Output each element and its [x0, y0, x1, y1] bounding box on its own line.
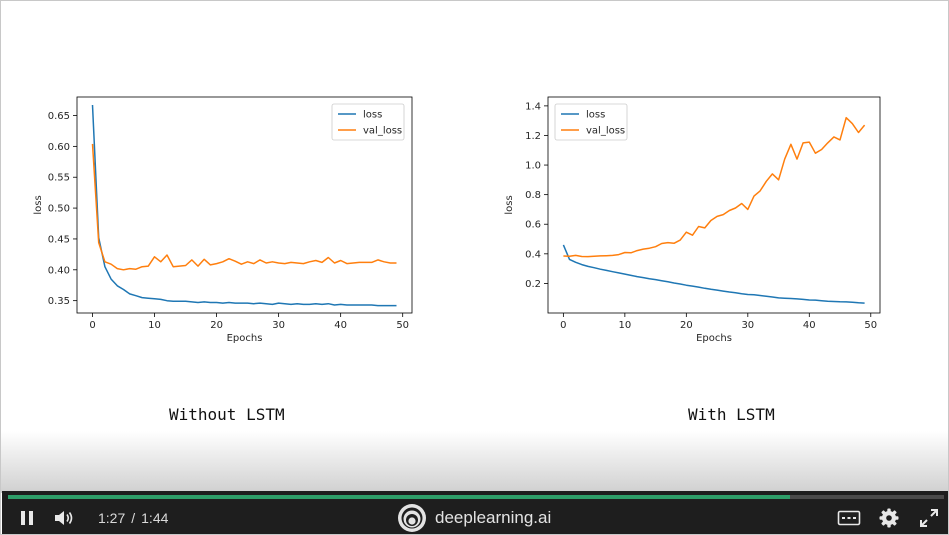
- chart1-legend-label-loss: loss: [363, 110, 382, 121]
- gear-icon: [879, 508, 899, 528]
- deeplearning-logo-icon: [398, 504, 426, 532]
- caption-with-lstm: With LSTM: [688, 405, 775, 424]
- chart2-xtick-label: 10: [618, 320, 631, 331]
- progress-bar[interactable]: [8, 495, 944, 499]
- fullscreen-icon: [920, 509, 938, 527]
- lecture-slide: 0.35 0.40 0.45 0.50 0.55 0.60 0.65 0 10 20 30 40 50 E…: [2, 2, 948, 492]
- chart2-ytick-label: 1.0: [525, 161, 541, 172]
- charts-canvas: 0.350.400.450.500.550.600.650 10 20 30 40 50E…: [33, 96, 881, 344]
- chart1-series-val-loss: [91, 143, 397, 271]
- chart2-legend: [554, 103, 628, 141]
- chart2-xtick-label: 40: [803, 320, 816, 331]
- chart2-ytick-label: 0.2: [525, 279, 541, 290]
- chart2-xtick-label: 0: [560, 320, 566, 331]
- time-display: 1:27 / 1:44: [98, 510, 168, 526]
- captions-button[interactable]: [836, 505, 862, 531]
- chart1-ytick-label: 0.55: [48, 173, 70, 184]
- duration-time: 1:44: [141, 510, 169, 526]
- chart1-xtick-label: 30: [272, 320, 285, 331]
- chart2-xtick-label: 30: [741, 320, 754, 331]
- chart1-xtick-label: 40: [334, 320, 347, 331]
- player-control-bar: 1:27 / 1:44 deeplearning.ai: [2, 491, 948, 534]
- volume-button[interactable]: [50, 505, 78, 531]
- captions-icon: [837, 510, 861, 526]
- chart1-xtick-label: 20: [210, 320, 223, 331]
- chart2-ylabel: loss: [504, 195, 515, 214]
- chart2-ytick-label: 0.4: [525, 249, 541, 260]
- settings-button[interactable]: [876, 505, 902, 531]
- fullscreen-button[interactable]: [916, 505, 942, 531]
- chart2-legend-label-val-loss: val_loss: [586, 126, 625, 137]
- time-separator: /: [131, 510, 136, 526]
- chart1-ytick-label: 0.45: [48, 234, 70, 245]
- chart1-xtick-label: 0: [89, 320, 95, 331]
- chart1-legend-label-val-loss: val_loss: [363, 126, 402, 137]
- chart1-series-loss: [91, 104, 397, 307]
- chart1-ytick-label: 0.35: [48, 296, 70, 307]
- volume-icon: [55, 511, 73, 525]
- progress-bar-fill: [8, 495, 791, 499]
- chart1-xtick-label: 10: [148, 320, 161, 331]
- chart1-ylabel: loss: [33, 195, 44, 214]
- chart1-xtick-label: 50: [396, 320, 409, 331]
- caption-without-lstm: Without LSTM: [169, 405, 285, 424]
- chart1-xlabel: Epochs: [227, 333, 263, 344]
- chart1-ytick-label: 0.40: [48, 265, 70, 276]
- chart2-ytick-label: 0.6: [525, 220, 541, 231]
- chart1-legend: [331, 103, 405, 141]
- chart2-series-val-loss: [563, 116, 866, 258]
- current-time: 1:27: [98, 510, 126, 526]
- chart2-xtick-label: 50: [864, 320, 877, 331]
- chart2-xtick-label: 20: [680, 320, 693, 331]
- chart1-ytick-label: 0.50: [48, 204, 70, 215]
- chart2-series-loss: [562, 244, 865, 304]
- chart2-xlabel: Epochs: [696, 333, 732, 344]
- chart2-ytick-label: 1.2: [525, 131, 541, 142]
- chart1-ytick-label: 0.65: [48, 111, 70, 122]
- chart2-ytick-label: 1.4: [525, 101, 541, 112]
- brand-name: deeplearning.ai: [435, 508, 552, 527]
- chart2-ytick-label: 0.8: [525, 190, 541, 201]
- chart2-legend-label-loss: loss: [586, 110, 605, 121]
- brand-logo: deeplearning.ai: [397, 503, 551, 533]
- pause-button[interactable]: [14, 505, 40, 531]
- pause-icon: [21, 511, 33, 525]
- chart1-ytick-label: 0.60: [48, 142, 70, 153]
